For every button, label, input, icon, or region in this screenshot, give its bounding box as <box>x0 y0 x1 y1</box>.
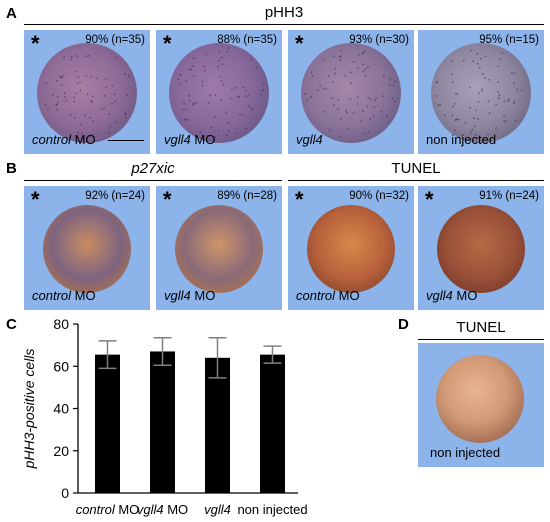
percent-label: 92% (n=24) <box>85 190 145 202</box>
caption-italic: vgll4 <box>296 132 323 147</box>
panel-b-heading-left: p27xic <box>131 160 175 177</box>
panel-b-image-2: * 89% (n=28) vgll4 MO <box>156 186 282 310</box>
panel-d-heading: TUNEL <box>456 319 506 336</box>
x-tick-label: control MO <box>63 502 153 517</box>
caption-italic: control <box>32 132 72 147</box>
panel-a-image-1: * 90% (n=35) control MO <box>24 30 150 154</box>
percent-label: 91% (n=24) <box>479 190 539 202</box>
panel-letter-c: C <box>6 316 17 333</box>
percent-label: 95% (n=15) <box>479 34 539 46</box>
panel-d-rule <box>418 339 544 340</box>
caption-italic: vgll4 <box>426 288 453 303</box>
y-tick-label: 60 <box>53 358 69 374</box>
y-tick-label: 0 <box>61 485 69 501</box>
caption-italic: control <box>296 288 336 303</box>
x-tick-label: non injected <box>228 502 318 517</box>
percent-label: 89% (n=28) <box>217 190 277 202</box>
percent-label: 88% (n=35) <box>217 34 277 46</box>
panel-a-image-2: * 88% (n=35) vgll4 MO <box>156 30 282 154</box>
caption-rest: MO <box>190 288 216 303</box>
bar-chart: 0 20 40 60 80 pHH3-positive cells <box>21 316 298 501</box>
panel-letter-a: A <box>6 5 17 22</box>
significance-star: * <box>163 187 172 212</box>
significance-star: * <box>295 187 304 212</box>
panel-d-image: non injected <box>418 343 544 467</box>
caption-italic: vgll4 <box>164 132 191 147</box>
panel-b-image-1: * 92% (n=24) control MO <box>24 186 150 310</box>
caption-rest: MO <box>71 288 96 303</box>
scale-bar <box>108 140 144 141</box>
significance-star: * <box>31 31 40 56</box>
caption-rest: MO <box>71 132 96 147</box>
panel-b-rule-left <box>24 180 282 181</box>
caption-rest: MO <box>335 288 360 303</box>
x-tick-label-italic: vgll4 <box>204 502 231 517</box>
condition-caption: control MO <box>296 288 360 303</box>
panel-a-image-4: 95% (n=15) non injected <box>418 30 544 154</box>
bar-1 <box>95 354 120 493</box>
caption-rest: MO <box>452 288 478 303</box>
embryo-image <box>436 355 524 443</box>
embryo-image <box>307 205 395 293</box>
percent-label: 90% (n=35) <box>85 34 145 46</box>
bar-3 <box>205 357 230 493</box>
x-tick-label: vgll4 <box>173 502 263 517</box>
significance-star: * <box>295 31 304 56</box>
panel-letter-b: B <box>6 160 17 177</box>
x-tick-label-rest: non injected <box>237 502 308 517</box>
caption-italic: control <box>32 288 72 303</box>
percent-label: 90% (n=32) <box>349 190 409 202</box>
embryo-image <box>37 43 137 143</box>
caption-rest: non injected <box>426 132 497 147</box>
panel-b-heading-right: TUNEL <box>391 160 441 177</box>
x-tick-label: vgll4 MO <box>118 502 208 517</box>
significance-star: * <box>31 187 40 212</box>
y-axis-label: pHH3-positive cells <box>21 349 37 470</box>
embryo-image <box>437 205 525 293</box>
panel-d-caption: non injected <box>430 445 501 460</box>
x-tick-label-rest: MO <box>114 502 140 517</box>
x-tick-label-rest: MO <box>163 502 189 517</box>
embryo-image <box>175 205 263 293</box>
embryo-image <box>169 43 269 143</box>
condition-caption: vgll4 MO <box>164 132 215 147</box>
x-tick-label-italic: vgll4 <box>136 502 164 517</box>
panel-a-image-3: * 93% (n=30) vgll4 <box>288 30 414 154</box>
embryo-image <box>301 43 401 143</box>
y-tick-label: 20 <box>53 443 69 459</box>
condition-caption: control MO <box>32 132 96 147</box>
panel-letter-d: D <box>398 316 409 333</box>
significance-star: * <box>163 31 172 56</box>
condition-caption: vgll4 MO <box>426 288 477 303</box>
x-tick-label-italic: control <box>75 502 115 517</box>
panel-b-image-4: * 91% (n=24) vgll4 MO <box>418 186 544 310</box>
caption-rest: MO <box>190 132 216 147</box>
embryo-image <box>43 205 131 293</box>
caption-italic: vgll4 <box>164 288 191 303</box>
panel-b-image-3: * 90% (n=32) control MO <box>288 186 414 310</box>
condition-caption: non injected <box>426 132 496 147</box>
condition-caption: vgll4 MO <box>164 288 215 303</box>
significance-star: * <box>425 187 434 212</box>
panel-a-rule <box>24 24 544 25</box>
bar-4 <box>260 354 285 493</box>
percent-label: 93% (n=30) <box>349 34 409 46</box>
y-tick-label: 40 <box>53 401 69 417</box>
panel-a-heading: pHH3 <box>264 4 304 21</box>
y-tick-label: 80 <box>53 316 69 332</box>
bar-2 <box>150 351 175 493</box>
embryo-image <box>431 43 531 143</box>
condition-caption: control MO <box>32 288 96 303</box>
condition-caption: vgll4 <box>296 132 323 147</box>
panel-b-rule-right <box>288 180 544 181</box>
